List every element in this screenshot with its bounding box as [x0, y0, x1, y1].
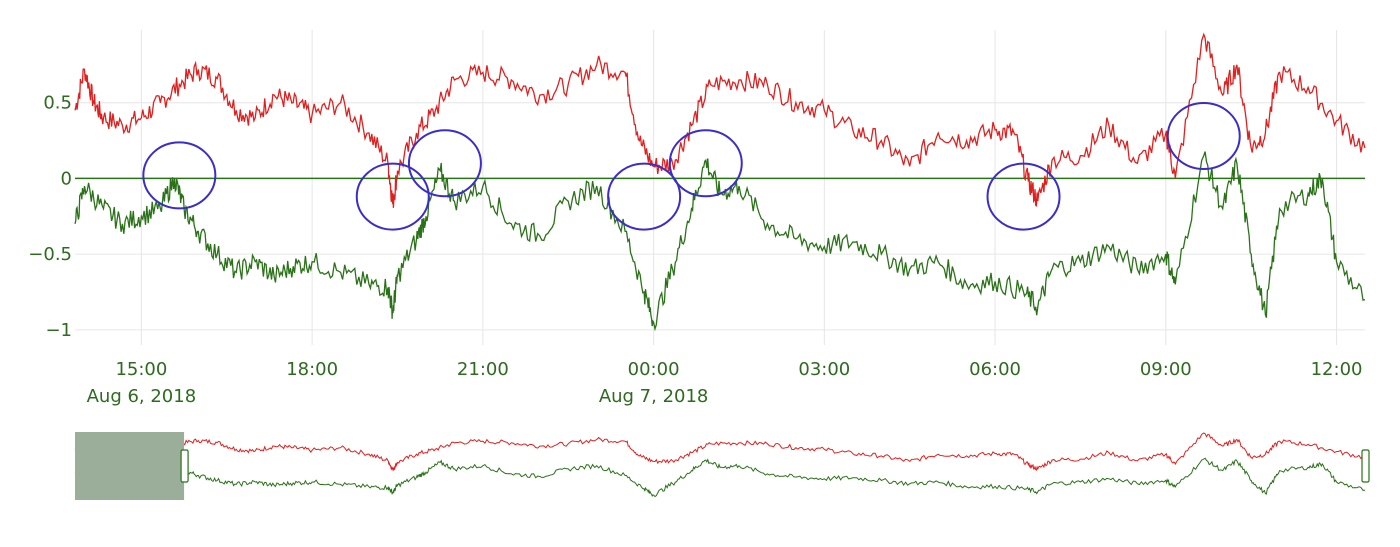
series-line-1	[74, 32, 1366, 208]
annotation-layer	[142, 102, 1241, 231]
x-date-label: Aug 7, 2018	[599, 386, 709, 407]
x-date-label: Aug 6, 2018	[87, 386, 197, 407]
annotation-circle	[355, 162, 430, 231]
range-slider-handle-left[interactable]	[180, 449, 189, 483]
annotation-circle	[986, 162, 1061, 231]
x-tick-label: 18:00	[286, 359, 338, 380]
annotation-circle	[607, 162, 682, 231]
x-tick-label: 15:00	[115, 359, 167, 380]
x-axis: 15:00 Aug 6, 2018 18:00 21:00 00:00 Aug 7, 20…	[87, 359, 1363, 407]
annotation-circle	[142, 141, 217, 210]
x-tick-label: 09:00	[1140, 359, 1192, 380]
range-slider-series-2	[74, 457, 1366, 498]
annotation-circle	[1166, 102, 1241, 171]
grid-lines	[75, 30, 1365, 345]
x-tick-label: 03:00	[798, 359, 850, 380]
y-tick-label: −0.5	[28, 244, 72, 265]
range-slider-handle-right[interactable]	[1361, 449, 1370, 483]
annotation-circle	[407, 129, 482, 198]
x-tick-label: 00:00	[628, 359, 680, 380]
series-line-2	[74, 151, 1366, 332]
range-slider[interactable]	[74, 432, 1370, 500]
range-slider-series-1	[74, 432, 1366, 472]
x-tick-label: 06:00	[969, 359, 1021, 380]
y-axis: 0.5 0 −0.5 −1	[28, 93, 72, 341]
x-tick-label: 21:00	[457, 359, 509, 380]
series-layer	[74, 32, 1366, 332]
range-slider-mask[interactable]	[75, 432, 185, 500]
x-tick-label: 12:00	[1311, 359, 1363, 380]
y-tick-label: 0	[61, 168, 72, 189]
y-tick-label: −1	[45, 320, 72, 341]
annotation-circle	[668, 129, 743, 198]
y-tick-label: 0.5	[43, 93, 72, 114]
